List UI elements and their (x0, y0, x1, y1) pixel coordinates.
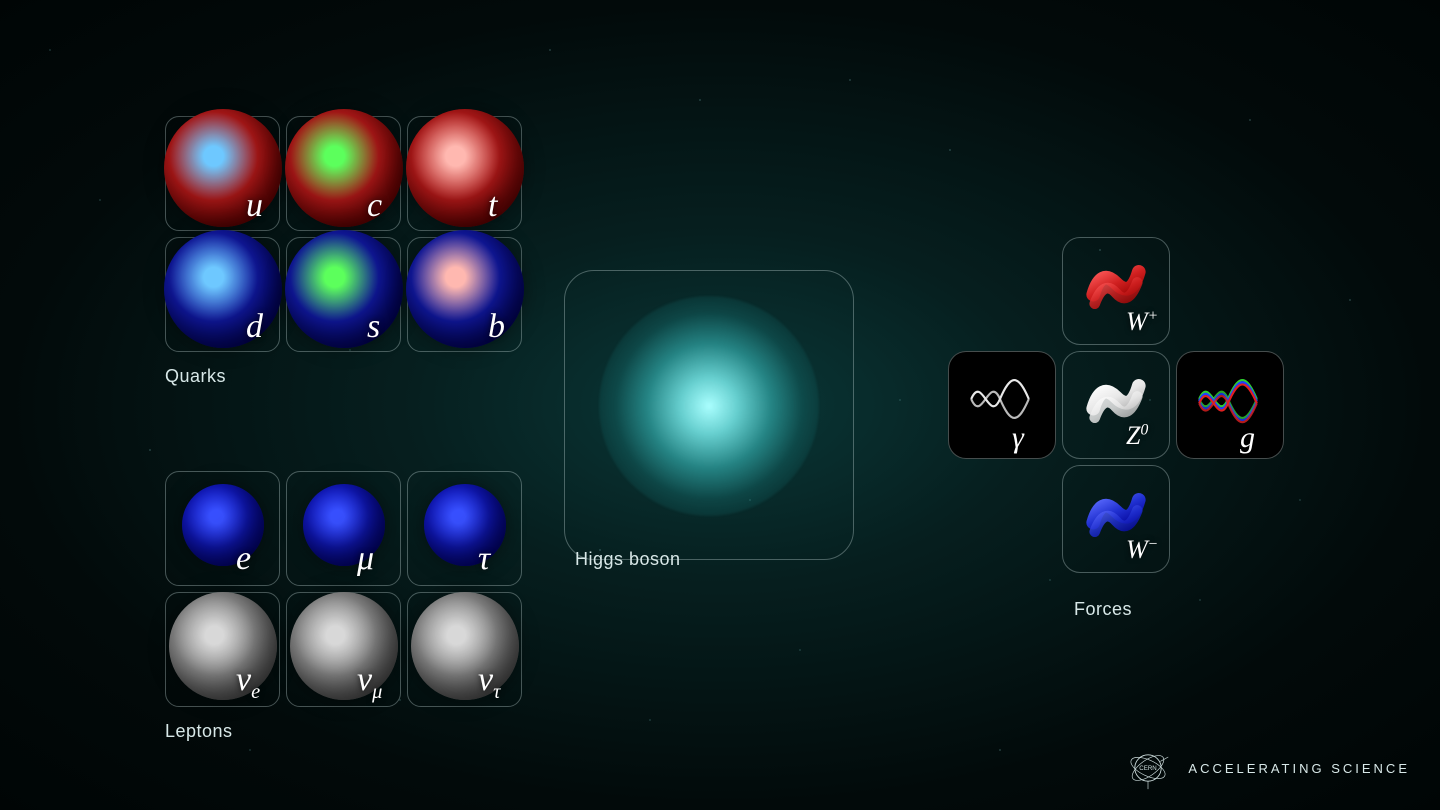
quark-sphere-icon (406, 109, 524, 227)
quark-sphere-icon (285, 109, 403, 227)
force-symbol-bottom: W− (1126, 535, 1158, 565)
force-symbol-left: γ (1012, 421, 1024, 455)
lepton-symbol: ντ (478, 661, 500, 704)
quark-sphere-icon (164, 230, 282, 348)
quark-sphere-icon (406, 230, 524, 348)
lepton-sphere-icon (182, 484, 264, 566)
lepton-symbol: τ (478, 540, 490, 578)
lepton-sphere-icon (424, 484, 506, 566)
quark-symbol: d (246, 308, 263, 346)
lepton-sphere-icon (169, 592, 277, 700)
force-symbol-center: Z0 (1126, 421, 1148, 451)
footer: CERN ACCELERATING SCIENCE (1126, 746, 1410, 790)
footer-tagline: ACCELERATING SCIENCE (1188, 761, 1410, 776)
lepton-sphere-icon (411, 592, 519, 700)
quarks-label: Quarks (165, 366, 226, 387)
svg-text:CERN: CERN (1140, 765, 1157, 772)
lepton-symbol: νμ (357, 661, 382, 704)
quark-symbol: c (367, 187, 382, 225)
force-symbol-right: g (1240, 421, 1255, 455)
quark-symbol: u (246, 187, 263, 225)
cern-logo-icon: CERN (1126, 746, 1170, 790)
force-icon-left (964, 363, 1036, 440)
lepton-symbol: νe (236, 661, 260, 704)
lepton-symbol: e (236, 540, 251, 578)
quark-symbol: s (367, 308, 380, 346)
quark-symbol: b (488, 308, 505, 346)
force-symbol-top: W+ (1126, 307, 1158, 337)
leptons-label: Leptons (165, 721, 233, 742)
quark-sphere-icon (164, 109, 282, 227)
quark-symbol: t (488, 187, 497, 225)
higgs-cloud-icon (599, 296, 819, 516)
quark-sphere-icon (285, 230, 403, 348)
lepton-symbol: μ (357, 540, 374, 578)
forces-label: Forces (1074, 599, 1132, 620)
